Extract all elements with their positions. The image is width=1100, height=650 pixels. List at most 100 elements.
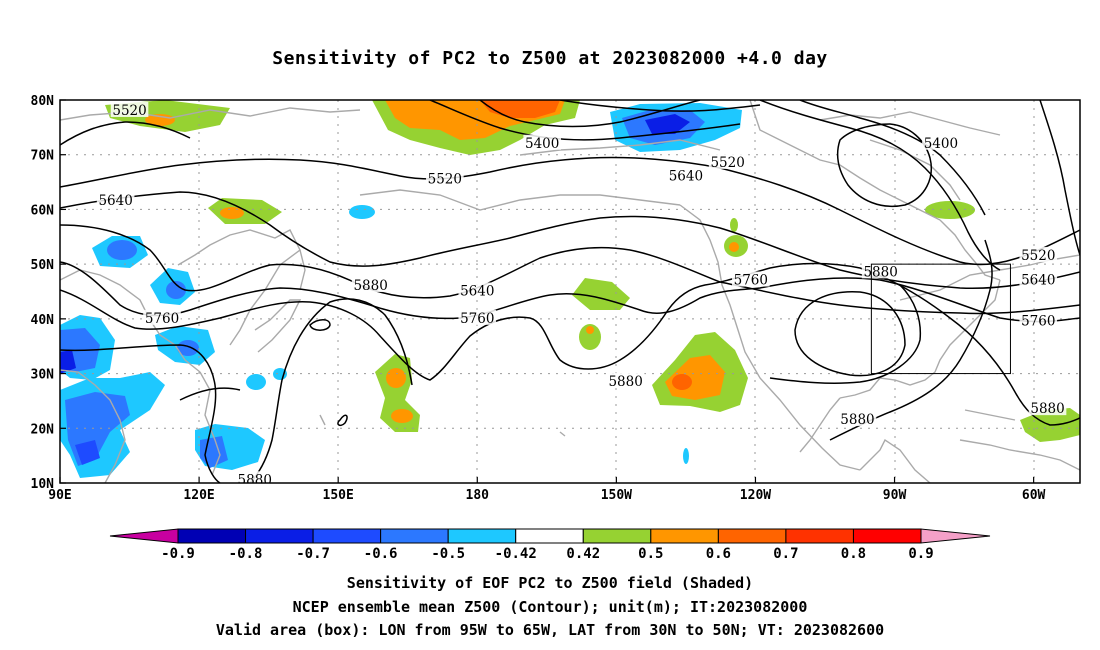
contour-label-bg xyxy=(458,282,497,298)
valid-area-box xyxy=(870,263,1011,375)
contour-label-bg xyxy=(708,153,747,169)
contour-label: 5880 xyxy=(238,472,272,488)
contour-label-bg xyxy=(1019,312,1058,328)
contour-label-bg xyxy=(732,271,770,287)
contour-label-bg xyxy=(235,471,274,483)
contour-label: 5640 xyxy=(98,193,132,209)
negative-area xyxy=(683,448,689,464)
contour-label-bg xyxy=(1019,246,1058,262)
lat-tick-label: 70N xyxy=(31,149,55,164)
shaded-sensitivity xyxy=(60,100,1080,478)
colorbar-swatch xyxy=(515,528,584,544)
lon-tick-label: 90W xyxy=(883,488,907,503)
contour-label: 5640 xyxy=(460,284,494,300)
positive-area xyxy=(586,326,594,334)
colorbar-swatch xyxy=(852,528,922,544)
lon-tick-label: 60W xyxy=(1022,488,1046,503)
negative-area xyxy=(107,240,137,260)
contour-label-bg xyxy=(523,134,561,150)
contour-label: 5880 xyxy=(840,412,874,428)
contour-label: 5760 xyxy=(460,311,494,327)
colorbar-label: 0.5 xyxy=(638,546,663,562)
positive-area xyxy=(579,324,601,350)
plot-area: 5520 5400 5520 5400 5520 5640 5640 5520 5640 5880… xyxy=(60,100,1080,488)
lon-axis: 90E 120E 150E 180 150W 120W 90W 60W xyxy=(48,477,1046,503)
positive-area xyxy=(730,218,738,232)
contour-label: 5880 xyxy=(1030,401,1064,417)
contour-label-bg xyxy=(351,277,390,293)
colorbar-swatch xyxy=(785,528,854,544)
lat-tick-label: 60N xyxy=(31,203,55,218)
colorbar-swatch xyxy=(717,528,787,544)
positive-area xyxy=(729,242,739,252)
negative-area xyxy=(177,340,199,356)
contour-label: 5880 xyxy=(353,278,387,294)
colorbar-swatch xyxy=(245,528,314,544)
negative-area xyxy=(645,114,690,134)
lon-tick-label: 150E xyxy=(323,488,354,503)
lat-tick-label: 10N xyxy=(31,477,55,492)
contour-label-bg xyxy=(110,101,149,117)
colorbar-swatch xyxy=(650,528,719,544)
colorbar-label: -0.6 xyxy=(364,546,398,562)
contour-label: 5640 xyxy=(669,169,703,185)
contour-label: 5400 xyxy=(525,136,559,152)
lat-tick-label: 20N xyxy=(31,422,55,437)
contour-label: 5760 xyxy=(1021,314,1055,330)
lon-tick-label: 120E xyxy=(183,488,214,503)
colorbar-label: -0.5 xyxy=(431,546,465,562)
contour-label: 5520 xyxy=(112,103,146,119)
colorbar-swatch xyxy=(312,528,382,544)
negative-area xyxy=(349,205,375,219)
colorbar-label: 0.42 xyxy=(566,546,600,562)
lon-tick-label: 150W xyxy=(601,488,632,503)
contour-label: 5760 xyxy=(734,273,768,289)
positive-area xyxy=(386,368,406,388)
colorbar-swatch xyxy=(380,528,449,544)
contour-label: 5520 xyxy=(428,171,462,187)
contour-label-bg xyxy=(922,134,960,150)
colorbar-label: -0.7 xyxy=(296,546,330,562)
contour-label: 5760 xyxy=(145,311,179,327)
contour-label-bg xyxy=(606,372,645,388)
contour-label: 5880 xyxy=(608,374,642,390)
colorbar-low-triangle xyxy=(109,528,179,544)
lon-tick-label: 90E xyxy=(48,488,71,503)
colorbar-label: 0.6 xyxy=(706,546,731,562)
lat-axis: 80N 70N 60N 50N 40N 30N 20N 10N xyxy=(31,94,66,492)
contour-label-bg xyxy=(1028,400,1067,416)
positive-area xyxy=(925,201,975,219)
negative-area xyxy=(75,440,100,465)
contour-label-bg xyxy=(143,309,181,325)
contour-label-bg xyxy=(426,170,464,186)
lon-tick-label: 120W xyxy=(740,488,771,503)
negative-area xyxy=(60,350,76,374)
negative-area xyxy=(246,374,266,390)
contour-label-bg xyxy=(458,309,497,325)
contour-labels: 5520 5400 5520 5400 5520 5640 5640 5520 5640 5880… xyxy=(96,101,1067,488)
colorbar-high-triangle xyxy=(920,528,991,544)
contour-label: 5880 xyxy=(863,264,897,280)
colorbar-label: 0.7 xyxy=(773,546,798,562)
contour-label-bg xyxy=(1019,271,1058,287)
colorbar-label: -0.9 xyxy=(161,546,195,562)
lon-tick-label: 180 xyxy=(466,488,490,503)
contour-label: 5400 xyxy=(924,136,958,152)
map-title: Sensitivity of PC2 to Z500 at 2023082000… xyxy=(272,48,828,69)
contour-label-bg xyxy=(667,167,705,183)
lat-tick-label: 40N xyxy=(31,313,55,328)
lat-tick-label: 50N xyxy=(31,258,55,273)
z500-contours xyxy=(60,100,1080,483)
positive-area xyxy=(220,207,244,219)
contour-label: 5520 xyxy=(710,155,744,171)
negative-area xyxy=(166,281,186,299)
contour-label: 5520 xyxy=(1021,248,1055,264)
colorbar: -0.9 -0.8 -0.7 -0.6 -0.5 -0.42 0.42 0.5 0.6 0.7 0.… xyxy=(109,528,991,562)
colorbar-label: -0.42 xyxy=(495,546,537,562)
colorbar-swatch xyxy=(177,528,247,544)
colorbar-label: 0.8 xyxy=(841,546,866,562)
caption-line-1: Sensitivity of EOF PC2 to Z500 field (Sh… xyxy=(346,574,754,592)
colorbar-label: -0.8 xyxy=(229,546,263,562)
map-frame xyxy=(59,99,1081,484)
